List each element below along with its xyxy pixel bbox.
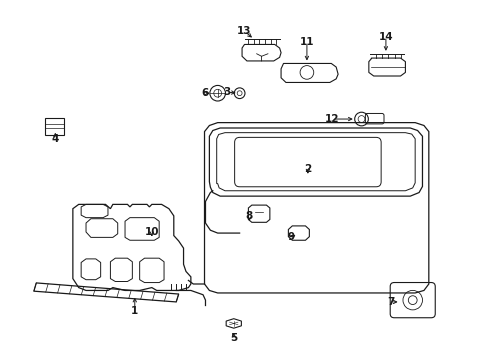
Text: 7: 7 xyxy=(386,297,394,307)
Text: 8: 8 xyxy=(245,211,252,221)
Text: 2: 2 xyxy=(304,164,311,174)
Text: 5: 5 xyxy=(230,333,237,343)
Text: 11: 11 xyxy=(299,37,313,47)
Text: 13: 13 xyxy=(237,26,251,36)
Text: 3: 3 xyxy=(224,87,231,97)
Text: 12: 12 xyxy=(325,114,339,124)
Text: 9: 9 xyxy=(286,232,294,242)
Text: 1: 1 xyxy=(131,306,138,316)
Text: 6: 6 xyxy=(202,88,209,98)
Text: 10: 10 xyxy=(144,227,159,237)
Text: 14: 14 xyxy=(378,32,392,41)
Text: 4: 4 xyxy=(52,134,59,144)
